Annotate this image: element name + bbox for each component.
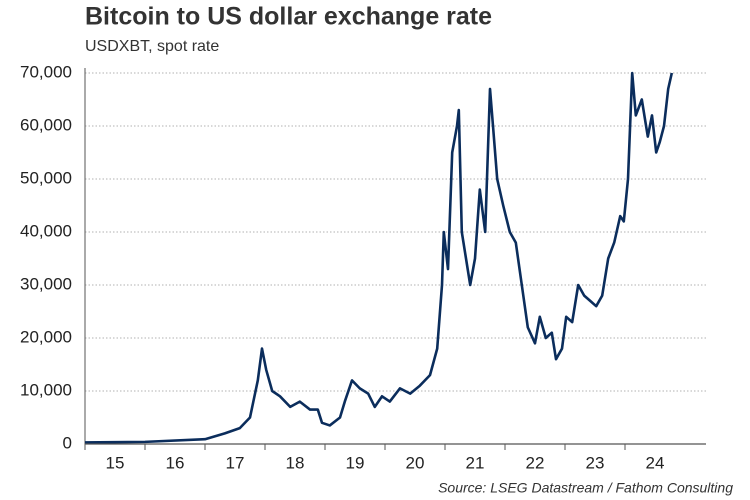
x-tick-label: 21 — [466, 453, 485, 472]
x-tick-label: 20 — [406, 453, 425, 472]
y-tick-label: 20,000 — [20, 327, 72, 346]
y-tick-label: 10,000 — [20, 380, 72, 399]
x-tick-label: 18 — [286, 453, 305, 472]
x-tick-label: 17 — [226, 453, 245, 472]
x-tick-label: 23 — [586, 453, 605, 472]
y-tick-label: 0 — [63, 433, 72, 452]
chart-title: Bitcoin to US dollar exchange rate — [85, 3, 492, 31]
source-note: Source: LSEG Datastream / Fathom Consult… — [438, 480, 733, 496]
x-tick-label: 24 — [646, 453, 665, 472]
y-tick-label: 60,000 — [20, 115, 72, 134]
chart-subtitle: USDXBT, spot rate — [85, 38, 219, 55]
x-tick-label: 16 — [166, 453, 185, 472]
y-tick-label: 40,000 — [20, 221, 72, 240]
x-tick-label: 22 — [526, 453, 545, 472]
price-line — [85, 71, 674, 444]
x-tick-label: 15 — [106, 453, 125, 472]
x-tick-label: 19 — [346, 453, 365, 472]
y-tick-label: 50,000 — [20, 168, 72, 187]
y-tick-label: 30,000 — [20, 274, 72, 293]
y-tick-label: 70,000 — [20, 62, 72, 81]
